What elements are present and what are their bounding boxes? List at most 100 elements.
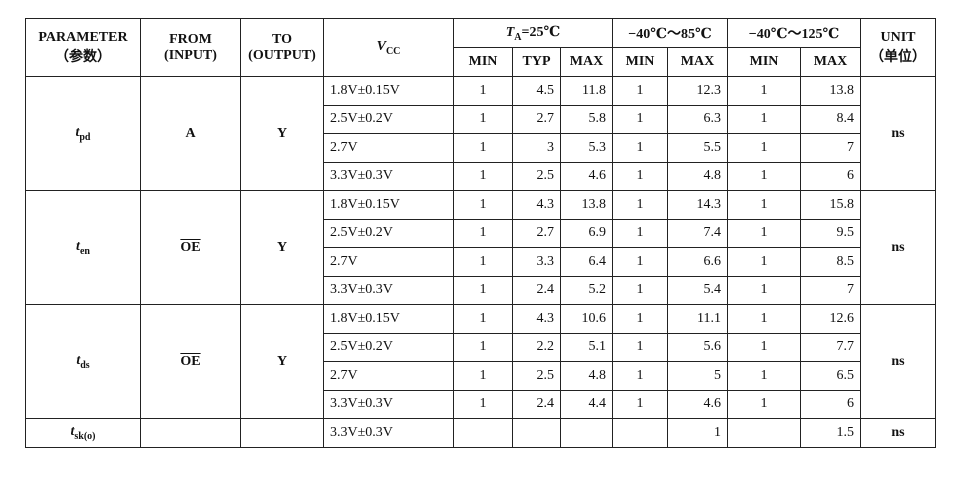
header-row: PARAMETER （参数） FROM (INPUT) TO (OUTPUT) VCC TA=… [25, 18, 937, 77]
text-sub: sk(o) [74, 430, 96, 442]
data-row: 3.3V±0.3V 1 2.4 4.4 1 4.6 1 6 [26, 389, 936, 419]
data-row: 2.7V 1 3.3 6.4 1 6.6 1 8.5 [26, 247, 936, 277]
value-cell: 5.4 [667, 275, 729, 305]
data-row: tsk(o) 3.3V±0.3V 1 1.5 ns [25, 418, 937, 448]
value-cell: 5 [667, 361, 729, 391]
value-cell: 4.6 [559, 161, 614, 191]
header-cell: FROM (INPUT) [140, 18, 241, 77]
value-cell: 1 [612, 190, 669, 220]
value-cell: 7.7 [800, 332, 862, 362]
value-cell: 1 [612, 247, 669, 277]
text-main: t [75, 124, 80, 140]
value-cell: 1 [667, 418, 729, 448]
value-cell: 2.4 [512, 389, 561, 419]
value-cell: 9.5 [800, 218, 862, 248]
value-cell: 7 [800, 275, 862, 305]
column-header: MIN [453, 47, 513, 77]
column-header: MIN [727, 47, 802, 77]
data-row: 2.5V±0.2V 1 2.7 5.8 1 6.3 1 8.4 [26, 104, 936, 134]
text-main: t [76, 352, 81, 368]
value-cell: 1 [612, 104, 669, 134]
header-line: TO [272, 31, 292, 47]
value-cell: 5.6 [667, 332, 729, 362]
column-header: MAX [667, 47, 729, 77]
value-cell: 1 [453, 361, 513, 391]
value-cell: 1 [453, 133, 513, 163]
column-header: MAX [800, 47, 862, 77]
value-cell: 1 [453, 332, 513, 362]
text-sub: CC [385, 45, 401, 57]
value-cell: 11.1 [667, 304, 729, 334]
value-cell: 7 [800, 133, 862, 163]
param-cell: ten [25, 190, 141, 305]
value-cell: 4.8 [667, 161, 729, 191]
from-cell [140, 418, 241, 448]
header-line: (OUTPUT) [248, 47, 316, 63]
value-cell [512, 418, 561, 448]
value-cell: 1 [727, 275, 802, 305]
value-cell: 1 [727, 361, 802, 391]
value-cell: 1 [727, 332, 802, 362]
unit-cell: ns [860, 418, 937, 448]
text-sub: en [79, 245, 90, 257]
to-cell: Y [240, 76, 324, 191]
header-line: FROM [169, 31, 212, 47]
value-cell: 7.4 [667, 218, 729, 248]
value-cell: 1 [612, 389, 669, 419]
table-wrap: PARAMETER （参数） FROM (INPUT) TO (OUTPUT) VCC TA=… [25, 18, 937, 448]
value-cell: 6.5 [800, 361, 862, 391]
header-cell: TO (OUTPUT) [240, 18, 324, 77]
value-cell: 1 [453, 304, 513, 334]
to-cell [240, 418, 324, 448]
from-cell: A [140, 76, 241, 191]
data-row: 3.3V±0.3V 1 2.5 4.6 1 4.8 1 6 [26, 161, 936, 191]
vcc-cell: 2.5V±0.2V [323, 104, 454, 134]
value-cell: 1 [727, 389, 802, 419]
param-cell: tsk(o) [25, 418, 141, 448]
value-cell: 3.3 [512, 247, 561, 277]
vcc-cell: 2.5V±0.2V [323, 218, 454, 248]
column-header: TYP [512, 47, 561, 77]
value-cell: 1 [727, 133, 802, 163]
value-cell: 1 [612, 161, 669, 191]
value-cell [559, 418, 614, 448]
header-row: MIN TYP MAX MIN MAX MIN MAX [26, 47, 936, 77]
value-cell: 1 [453, 161, 513, 191]
value-cell: 1 [612, 304, 669, 334]
value-cell: 1 [612, 332, 669, 362]
value-cell: 2.5 [512, 361, 561, 391]
value-cell: 5.2 [559, 275, 614, 305]
value-cell: 1 [612, 361, 669, 391]
vcc-cell: 2.7V [323, 247, 454, 277]
value-cell: 6.4 [559, 247, 614, 277]
value-cell: 5.5 [667, 133, 729, 163]
header-cell: PARAMETER （参数） [25, 18, 141, 77]
range-rest: =25℃ [521, 24, 561, 40]
value-cell: 12.3 [667, 76, 729, 106]
value-cell: 1 [727, 304, 802, 334]
unit-cell: ns [860, 76, 937, 191]
value-cell: 13.8 [800, 76, 862, 106]
from-cell: OE [140, 304, 241, 419]
value-cell: 1 [612, 218, 669, 248]
value-cell: 1 [453, 190, 513, 220]
value-cell: 4.3 [512, 304, 561, 334]
header-cell: −40℃～85℃ [612, 18, 729, 48]
header-line: PARAMETER [38, 29, 128, 45]
value-cell: 5.1 [559, 332, 614, 362]
value-cell [612, 418, 669, 448]
value-cell: 6.3 [667, 104, 729, 134]
vcc-cell: 3.3V±0.3V [323, 275, 454, 305]
value-cell: 2.5 [512, 161, 561, 191]
data-row: 2.5V±0.2V 1 2.2 5.1 1 5.6 1 7.7 [26, 332, 936, 362]
vcc-cell: 2.7V [323, 361, 454, 391]
data-row: 3.3V±0.3V 1 2.4 5.2 1 5.4 1 7 [26, 275, 936, 305]
to-cell: Y [240, 190, 324, 305]
header-line: UNIT [880, 29, 916, 45]
range-label: −40℃～85℃ [628, 27, 712, 42]
from-cell: OE [140, 190, 241, 305]
value-cell: 1 [453, 275, 513, 305]
value-cell: 8.5 [800, 247, 862, 277]
value-cell: 1 [727, 104, 802, 134]
